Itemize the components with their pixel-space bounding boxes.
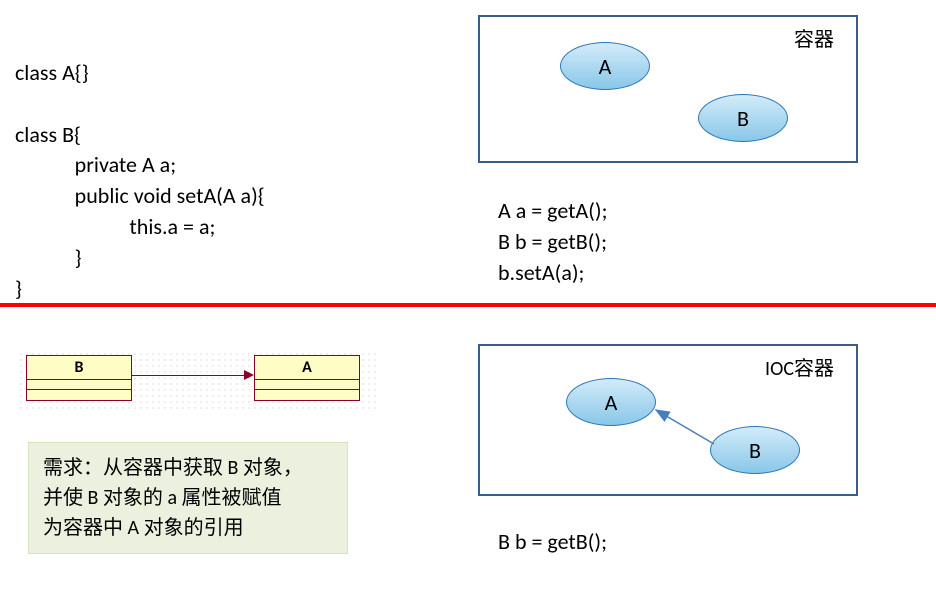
node-A-top-label: A: [599, 53, 612, 80]
uml-box-A-label: A: [255, 356, 359, 380]
container-box-top: 容器: [478, 15, 858, 163]
node-B-ioc: B: [710, 426, 800, 474]
node-B-ioc-label: B: [749, 437, 761, 464]
usage-code-top: A a = getA(); B b = getB(); b.setA(a);: [498, 196, 607, 288]
ioc-container-label: IOC容器: [765, 352, 834, 381]
usage-code-bottom: B b = getB();: [498, 527, 607, 558]
node-B-top-label: B: [737, 105, 749, 132]
ioc-arrow: [640, 400, 720, 450]
uml-box-A: A: [254, 355, 360, 401]
node-A-top: A: [560, 42, 650, 90]
uml-box-B-label: B: [27, 356, 131, 380]
node-A-ioc-label: A: [605, 389, 618, 416]
divider-red: [0, 303, 936, 307]
uml-box-B: B: [26, 355, 132, 401]
uml-arrow-line: [132, 375, 246, 376]
code-class-definitions: class A{} class B{ private A a; public v…: [15, 58, 265, 304]
node-B-top: B: [698, 94, 788, 142]
requirement-box: 需求：从容器中获取 B 对象， 并使 B 对象的 a 属性被赋值 为容器中 A …: [28, 442, 348, 554]
container-label-top: 容器: [794, 23, 834, 52]
uml-arrow-head: [244, 370, 254, 380]
